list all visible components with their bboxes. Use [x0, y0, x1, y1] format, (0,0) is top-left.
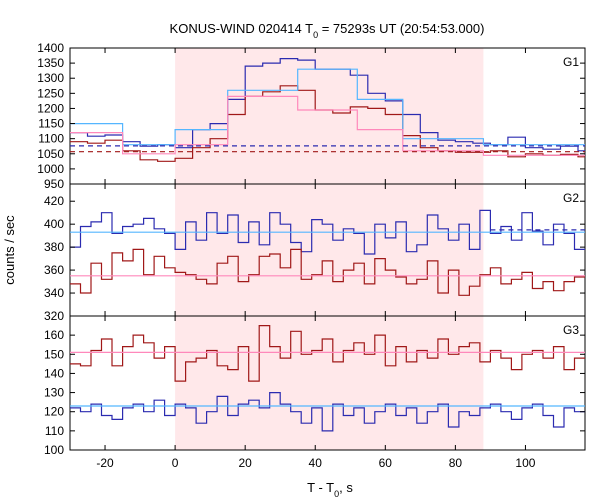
y-axis-label: counts / sec [2, 215, 17, 285]
y-tick-label: 1200 [37, 101, 64, 115]
x-tick-label: 40 [309, 456, 323, 470]
y-tick-label: 160 [44, 328, 64, 342]
y-tick-label: 420 [44, 194, 64, 208]
series-g2-blue-step [70, 209, 585, 255]
series-g3-red-step [70, 325, 585, 382]
series-layer [70, 58, 585, 432]
panel-label-g1: G1 [563, 55, 579, 69]
highlight-band-rect [175, 48, 484, 450]
y-tick-label: 950 [44, 177, 64, 191]
y-tick-label: 1100 [38, 132, 64, 146]
x-tick-label: 80 [449, 456, 463, 470]
x-tick-label: 100 [515, 456, 535, 470]
y-tick-label: 380 [44, 240, 64, 254]
series-g2-red-step [70, 248, 585, 296]
panel-label-g2: G2 [563, 191, 579, 205]
y-tick-label: 1350 [37, 56, 64, 70]
y-tick-label: 1250 [37, 86, 64, 100]
y-tick-label: 120 [44, 405, 64, 419]
y-tick-label: 400 [44, 217, 64, 231]
y-tick-label: 150 [44, 347, 64, 361]
x-tick-label: -20 [96, 456, 114, 470]
highlight-band [175, 48, 484, 450]
y-tick-label: 130 [44, 386, 64, 400]
x-tick-label: 20 [238, 456, 252, 470]
y-tick-label: 1000 [37, 162, 64, 176]
series-g3-blue-step [70, 392, 585, 432]
y-tick-label: 110 [45, 424, 64, 438]
x-tick-label: 0 [172, 456, 179, 470]
series-g1-pink-step [70, 95, 585, 156]
y-tick-label: 100 [44, 443, 64, 457]
y-tick-label: 1400 [37, 41, 64, 55]
y-tick-label: 1150 [38, 117, 64, 131]
y-tick-label: 140 [44, 366, 64, 380]
x-axis-label: T - T0, s [307, 480, 353, 499]
x-tick-label: 60 [379, 456, 393, 470]
y-tick-label: 360 [44, 263, 64, 277]
chart-title: KONUS-WIND 020414 T0 = 75293s UT (20:54:… [170, 21, 485, 40]
y-tick-label: 340 [44, 286, 64, 300]
ticks-layer: G195010001050110011501200125013001350140… [37, 41, 585, 470]
y-tick-label: 320 [44, 309, 64, 323]
y-tick-label: 1050 [37, 147, 64, 161]
y-tick-label: 1300 [37, 71, 64, 85]
panel-frame-g3 [69, 315, 586, 451]
panel-label-g3: G3 [563, 323, 579, 337]
series-g1-lightblue-step [70, 68, 585, 146]
